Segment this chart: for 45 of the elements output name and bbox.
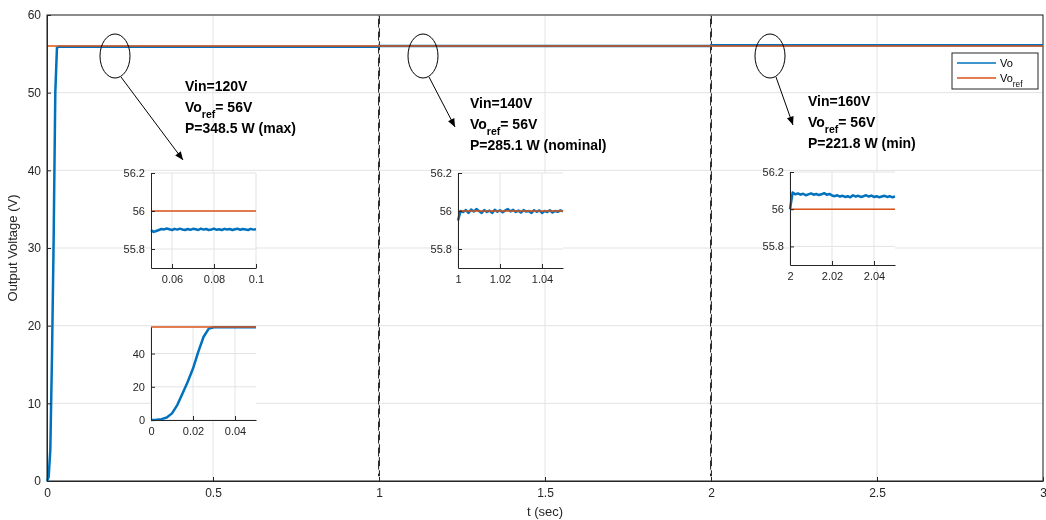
y-axis-title: Output Voltage (V): [5, 194, 20, 302]
x-tick-label: 0: [148, 424, 155, 437]
x-tick-label: 1.02: [489, 272, 512, 285]
y-tick-label: 50: [27, 86, 42, 101]
y-tick-label: 10: [27, 396, 42, 411]
y-tick-label: 30: [27, 241, 42, 256]
y-tick-label: 55.8: [430, 243, 452, 256]
y-tick-label: 56.2: [430, 167, 452, 180]
legend-label: Vo$_{ref}$: [1000, 72, 1024, 89]
x-tick-label: 0.06: [161, 272, 184, 285]
x-tick-label: 0.04: [224, 424, 247, 437]
x-tick-label: 2: [787, 269, 794, 282]
y-tick-label: 20: [27, 319, 42, 334]
x-tick-label: 0.1: [248, 272, 265, 285]
x-tick-label: 2.02: [821, 269, 844, 282]
x-tick-label: 0: [44, 485, 52, 500]
x-tick-label: 1.04: [531, 272, 554, 285]
y-tick-label: 56.2: [123, 167, 145, 180]
y-tick-label: 56: [439, 205, 452, 218]
x-tick-label: 2.04: [863, 269, 886, 282]
x-tick-label: 1.5: [537, 485, 555, 500]
x-tick-label: 2.5: [869, 485, 887, 500]
x-tick-label: 1: [376, 485, 384, 500]
annotation: Vin=140V Vo$_{ref}$= 56V P=285.1 W (nominal): [470, 95, 607, 153]
y-tick-label: 55.8: [762, 240, 784, 253]
y-tick-label: 55.8: [123, 243, 145, 256]
legend-label: Vo: [1000, 57, 1013, 69]
x-tick-label: 1: [455, 272, 462, 285]
annotation: Vin=120V Vo$_{ref}$= 56V P=348.5 W (max): [185, 78, 296, 136]
x-tick-label: 0.08: [203, 272, 226, 285]
y-tick-label: 40: [27, 163, 42, 178]
y-tick-label: 40: [132, 347, 145, 360]
x-tick-label: 3: [1040, 485, 1046, 500]
y-tick-label: 56: [132, 205, 145, 218]
annotation: Vin=160V Vo$_{ref}$= 56V P=221.8 W (min): [808, 93, 916, 151]
y-tick-label: 60: [27, 8, 42, 23]
y-tick-label: 0: [138, 414, 145, 427]
x-tick-label: 0.5: [205, 485, 223, 500]
x-tick-label: 2: [708, 485, 716, 500]
y-tick-label: 56: [771, 203, 784, 216]
x-axis-title: t (sec): [526, 504, 564, 519]
x-tick-label: 0.02: [182, 424, 205, 437]
y-tick-label: 56.2: [762, 166, 784, 179]
y-tick-label: 0: [34, 474, 42, 489]
y-tick-label: 20: [132, 380, 145, 393]
